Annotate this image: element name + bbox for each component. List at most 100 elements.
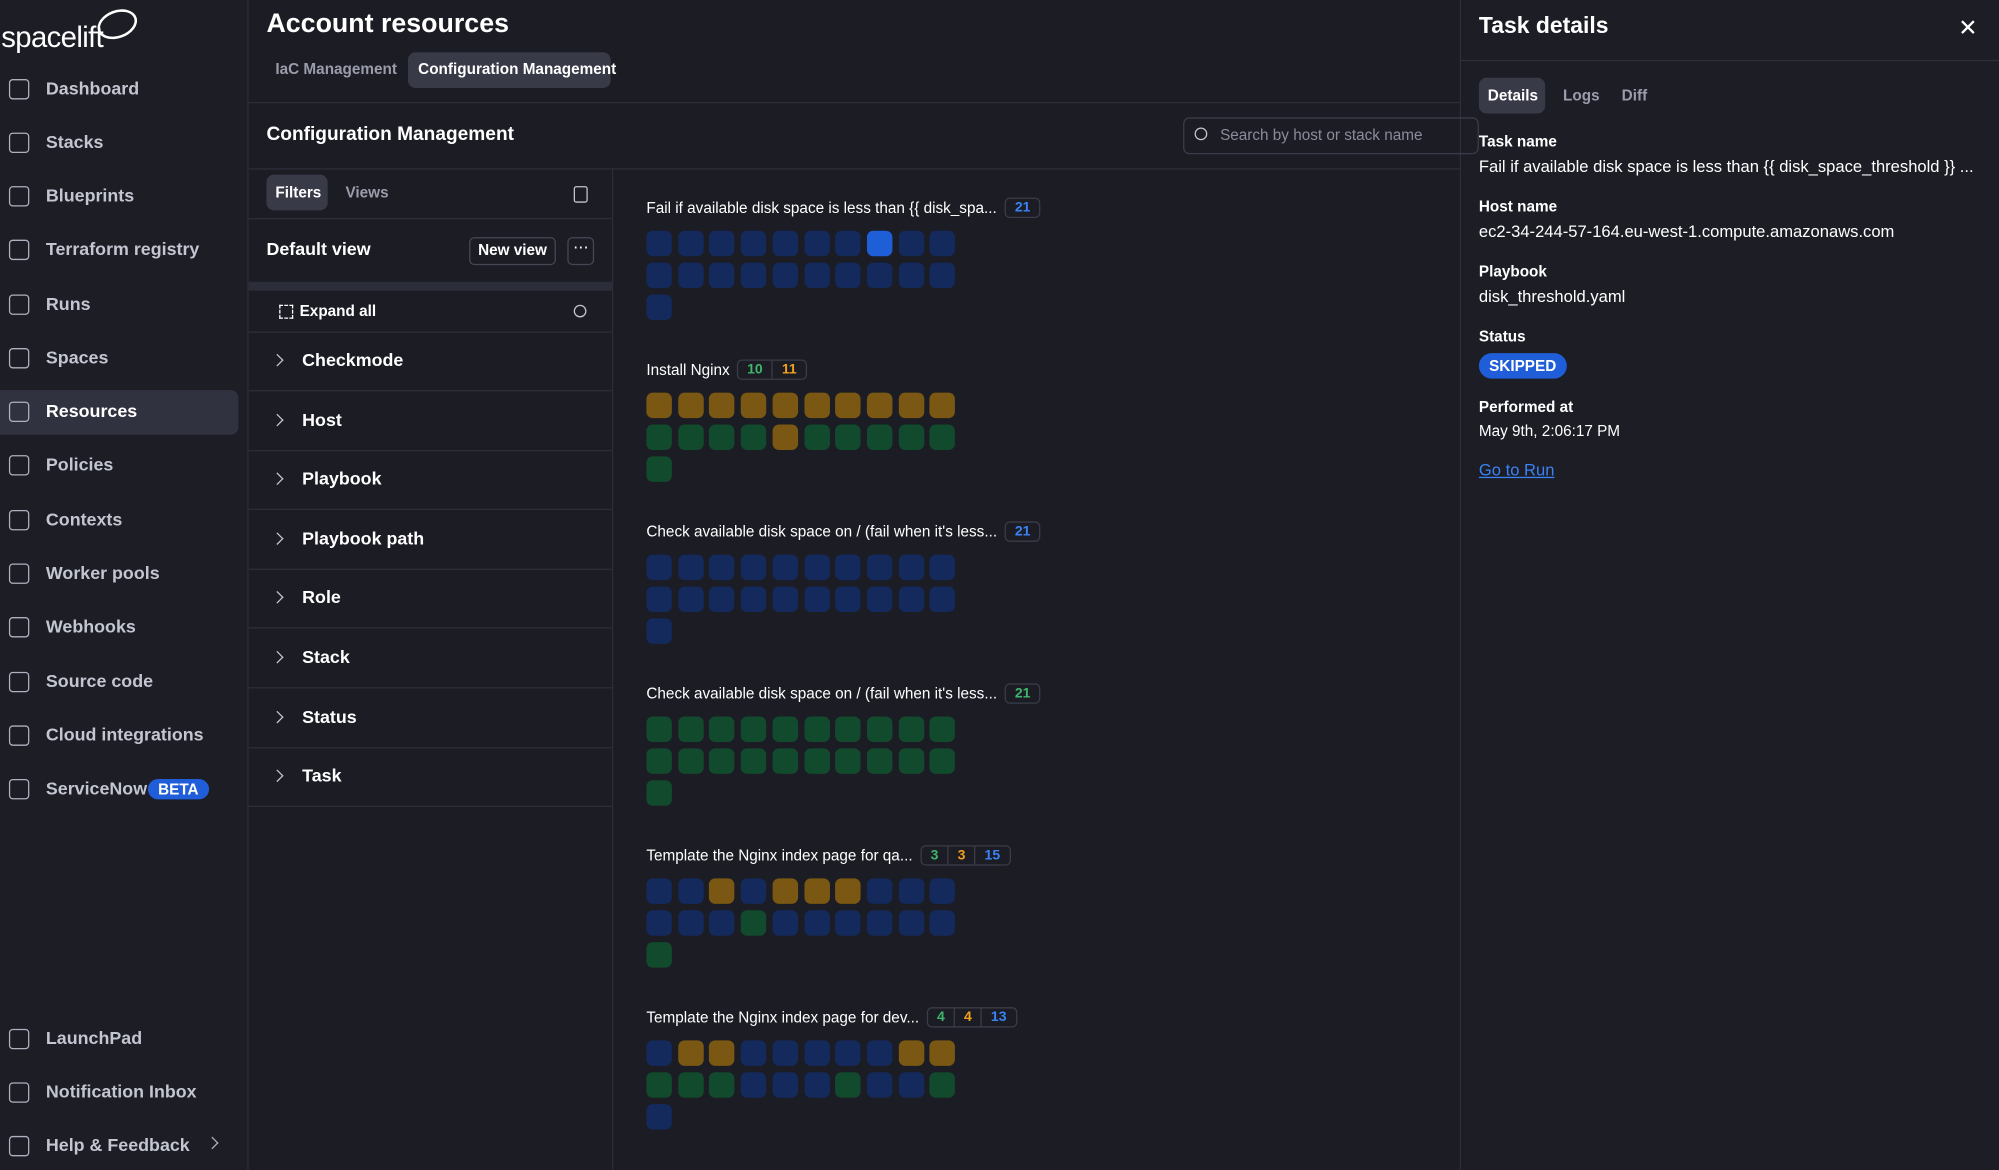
filter-row[interactable]: Stack [302, 646, 350, 667]
task-tile[interactable] [835, 1072, 861, 1098]
collapse-icon[interactable] [573, 186, 588, 203]
task-tile[interactable] [709, 748, 735, 774]
task-tile[interactable] [835, 878, 861, 904]
task-tile[interactable] [646, 230, 672, 257]
task-tile[interactable] [898, 230, 924, 257]
task-tile[interactable] [929, 910, 956, 936]
task-tile[interactable] [803, 554, 830, 581]
task-tile[interactable] [677, 230, 704, 257]
task-tile[interactable] [898, 716, 924, 742]
task-tile[interactable] [929, 230, 956, 257]
task-tile[interactable] [677, 1040, 704, 1066]
task-tile[interactable] [709, 910, 735, 936]
task-tile[interactable] [866, 910, 893, 936]
task-tile[interactable] [929, 748, 956, 774]
task-tile[interactable] [866, 230, 893, 257]
run-link[interactable]: Go to Run [1478, 460, 1555, 480]
task-tile[interactable] [646, 878, 672, 904]
task-tile[interactable] [929, 586, 956, 612]
task-tile[interactable] [866, 1040, 893, 1066]
task-tile[interactable] [772, 878, 798, 904]
task-tile[interactable] [835, 1040, 861, 1066]
task-tile[interactable] [803, 878, 830, 904]
task-tile[interactable] [866, 262, 893, 289]
task-tile[interactable] [740, 262, 767, 289]
task-tile[interactable] [709, 424, 735, 451]
nav-item[interactable]: Source code [45, 670, 154, 691]
task-tile[interactable] [677, 424, 704, 451]
filter-row[interactable]: Role [302, 586, 341, 608]
task-tile[interactable] [709, 230, 735, 257]
task-tile[interactable] [803, 1072, 830, 1098]
task-tile[interactable] [835, 716, 861, 742]
task-tile[interactable] [835, 554, 861, 581]
task-tile[interactable] [866, 424, 893, 451]
task-tile[interactable] [646, 456, 672, 482]
nav-item[interactable]: Runs [45, 293, 91, 314]
task-tile[interactable] [772, 554, 798, 581]
nav-item[interactable]: Stacks [45, 131, 104, 152]
task-tile[interactable] [898, 748, 924, 774]
task-tile[interactable] [677, 716, 704, 742]
task-tile[interactable] [740, 878, 767, 904]
nav-item[interactable]: Webhooks [45, 615, 136, 637]
task-tile[interactable] [866, 716, 893, 742]
task-tile[interactable] [740, 424, 767, 451]
task-tile[interactable] [646, 392, 672, 419]
task-tile[interactable] [709, 392, 735, 419]
filter-row[interactable]: Task [302, 765, 342, 786]
task-tile[interactable] [646, 910, 672, 936]
nav-item[interactable]: LaunchPad [45, 1027, 143, 1048]
task-tile[interactable] [677, 392, 704, 419]
task-tile[interactable] [929, 554, 956, 581]
task-tile[interactable] [740, 392, 767, 419]
task-tile[interactable] [740, 554, 767, 581]
task-tile[interactable] [835, 748, 861, 774]
task-tile[interactable] [677, 748, 704, 774]
task-tile[interactable] [646, 586, 672, 612]
task-tile[interactable] [677, 1072, 704, 1098]
task-tile[interactable] [835, 262, 861, 289]
task-tile[interactable] [866, 392, 893, 419]
nav-item[interactable]: Policies [45, 453, 114, 475]
task-tile[interactable] [646, 262, 672, 289]
filter-row[interactable]: Playbook path [302, 527, 425, 548]
more-button[interactable]: ⋯ [567, 237, 595, 266]
task-tile[interactable] [898, 262, 924, 289]
nav-item[interactable]: Worker pools [45, 562, 160, 583]
task-tile[interactable] [709, 554, 735, 581]
task-tile[interactable] [898, 910, 924, 936]
task-tile[interactable] [866, 1072, 893, 1098]
task-tile[interactable] [646, 748, 672, 774]
detail-tab[interactable]: Diff [1621, 86, 1648, 105]
nav-item[interactable]: Resources [45, 400, 138, 421]
nav-item[interactable]: Blueprints [45, 184, 135, 206]
expand-all[interactable]: Expand all [299, 302, 377, 320]
task-tile[interactable] [898, 1040, 924, 1066]
task-tile[interactable] [772, 424, 798, 451]
task-tile[interactable] [677, 878, 704, 904]
filter-row[interactable]: Host [302, 408, 342, 430]
task-tile[interactable] [740, 1040, 767, 1066]
task-tile[interactable] [646, 780, 672, 806]
task-tile[interactable] [803, 586, 830, 612]
task-tile[interactable] [677, 586, 704, 612]
task-tile[interactable] [898, 424, 924, 451]
task-tile[interactable] [898, 1072, 924, 1098]
filter-tab[interactable]: Views [345, 183, 389, 202]
nav-item[interactable]: ServiceNow [45, 777, 148, 799]
nav-item[interactable]: Notification Inbox [45, 1081, 197, 1102]
task-tile[interactable] [646, 618, 672, 644]
task-tile[interactable] [803, 392, 830, 419]
task-tile[interactable] [772, 748, 798, 774]
task-tile[interactable] [803, 716, 830, 742]
task-tile[interactable] [929, 262, 956, 289]
task-tile[interactable] [772, 262, 798, 289]
task-tile[interactable] [646, 424, 672, 451]
task-tile[interactable] [835, 586, 861, 612]
task-tile[interactable] [772, 230, 798, 257]
task-tile[interactable] [740, 586, 767, 612]
filter-row[interactable]: Status [302, 705, 357, 727]
task-tile[interactable] [898, 878, 924, 904]
task-tile[interactable] [677, 262, 704, 289]
